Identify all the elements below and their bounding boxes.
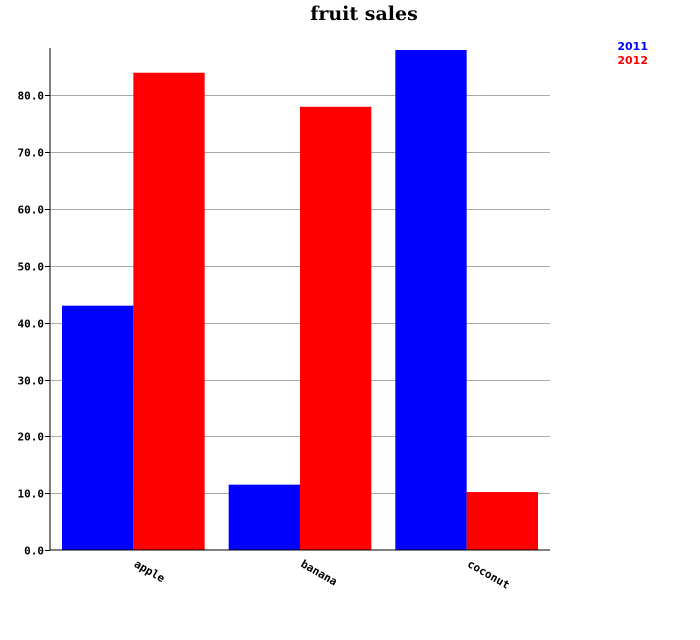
bar-2011-banana xyxy=(228,484,300,550)
bar-2011-apple xyxy=(62,305,134,550)
legend-item-2012: 2012 xyxy=(617,54,648,67)
y-tick-label: 30.0 xyxy=(18,375,45,388)
bar-2012-banana xyxy=(300,106,372,551)
y-tick-label: 70.0 xyxy=(18,147,45,160)
y-tick-label: 10.0 xyxy=(18,488,45,501)
bar-2012-coconut xyxy=(466,492,538,550)
y-tick-label: 20.0 xyxy=(18,431,45,444)
bar-2011-coconut xyxy=(395,50,467,550)
x-tick-labels: apple banana coconut xyxy=(132,557,512,591)
y-tick-label: 50.0 xyxy=(18,261,45,274)
x-tick-label: apple xyxy=(132,557,168,585)
axes xyxy=(49,48,550,551)
y-tick-label: 60.0 xyxy=(18,204,45,217)
y-tick-label: 0.0 xyxy=(24,545,44,558)
x-tick-label: coconut xyxy=(465,557,512,591)
bar-2012-apple xyxy=(133,72,205,551)
bars xyxy=(62,50,538,551)
legend-item-2011: 2011 xyxy=(617,40,648,53)
y-tick-label: 40.0 xyxy=(18,318,45,331)
y-tick-label: 80.0 xyxy=(18,90,45,103)
chart-title: fruit sales xyxy=(310,3,418,25)
x-tick-label: banana xyxy=(299,557,340,588)
y-tick-labels: 0.0 10.0 20.0 30.0 40.0 50.0 60.0 70.0 80.0 xyxy=(18,90,50,558)
